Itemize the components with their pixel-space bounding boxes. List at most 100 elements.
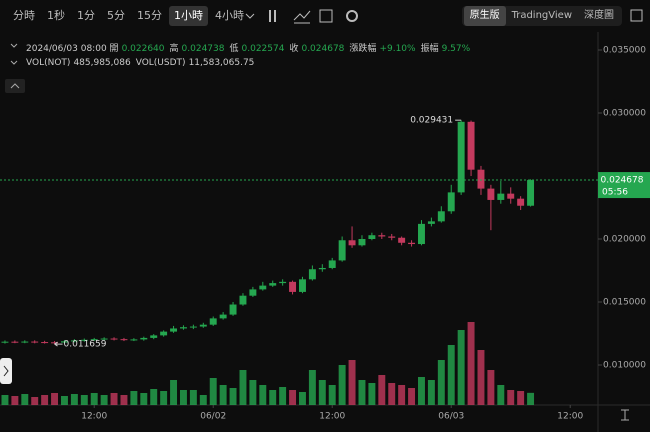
- volume-bar: [229, 388, 237, 405]
- candle-body: [259, 285, 267, 290]
- candle-body: [160, 331, 168, 336]
- volume-bar: [150, 389, 158, 405]
- candle-body: [229, 304, 237, 315]
- volume-bar: [51, 393, 59, 405]
- view-button[interactable]: TradingView: [511, 10, 572, 21]
- candle-body: [219, 314, 227, 319]
- volume-bar: [170, 380, 178, 405]
- interval-button[interactable]: 4小時: [215, 9, 244, 22]
- info-value: +9.10%: [379, 44, 416, 54]
- candle-body: [418, 223, 425, 245]
- volume-bar: [348, 360, 356, 405]
- candle-body: [1, 341, 9, 343]
- volume-bar: [378, 375, 386, 405]
- tool-icons: [245, 9, 358, 24]
- indicator-icon[interactable]: [293, 10, 311, 24]
- info-label: 漲跌幅: [349, 44, 377, 54]
- scroll-button[interactable]: [0, 358, 12, 384]
- volume-bar: [308, 370, 316, 405]
- view-button[interactable]: 深度圖: [584, 10, 614, 21]
- ohlc-info: 2024/06/03 08:00 開 0.022640 高 0.024738 低 0.02…: [26, 41, 475, 54]
- y-tick-label: 0.035000: [603, 46, 646, 56]
- interval-bar: 分時 1秒 1分 5分 15分 1小時 4小時: [8, 6, 251, 26]
- interval-button[interactable]: 5分: [107, 9, 125, 22]
- candle-body: [249, 289, 257, 296]
- candle-body: [150, 335, 158, 338]
- candle-body: [60, 341, 68, 343]
- layout-icon[interactable]: [319, 9, 333, 23]
- last-price-tag: [598, 172, 650, 199]
- candle-icon[interactable]: [269, 10, 276, 22]
- interval-button[interactable]: 1秒: [47, 9, 65, 22]
- countdown-label: 05:56: [602, 188, 628, 198]
- volume-label: VOL(NOT): [26, 58, 71, 68]
- arrow[interactable]: [10, 43, 18, 65]
- candle-body: [279, 281, 287, 284]
- candle-body: [11, 341, 19, 343]
- candle-body: [239, 295, 247, 305]
- y-tick-label: 0.015000: [603, 297, 646, 307]
- candle-body: [308, 269, 316, 280]
- info-label: 低: [229, 44, 239, 54]
- last-price-label: 0.024678: [601, 176, 644, 186]
- candle-body: [179, 327, 187, 329]
- interval-button[interactable]: 分時: [13, 9, 35, 22]
- settings-icon[interactable]: [346, 10, 358, 22]
- candle-body: [318, 267, 326, 270]
- interval-button[interactable]: 1小時: [169, 6, 208, 26]
- info-value: 0.024738: [181, 44, 225, 54]
- volume-bar: [100, 395, 108, 405]
- interval-button[interactable]: 15分: [137, 9, 162, 22]
- fullscreen-box: [630, 9, 643, 22]
- candle-body: [140, 337, 148, 340]
- info-label: 高: [169, 44, 179, 54]
- volume-bar: [31, 397, 39, 405]
- low-label: 0.011659: [64, 340, 107, 350]
- candle-body: [51, 342, 59, 344]
- info-time: 2024/06/03 08:00: [26, 44, 107, 54]
- volume-bar: [70, 394, 78, 405]
- volume-bar: [358, 380, 366, 405]
- volume-bar: [269, 390, 277, 405]
- info-arrows: [10, 43, 18, 65]
- candle-body: [427, 221, 435, 224]
- volume-bar: [338, 365, 346, 405]
- info-value: 0.024678: [301, 44, 345, 54]
- interval-button[interactable]: 1分: [77, 9, 95, 22]
- candle-body: [477, 169, 485, 189]
- view-switch: 原生版 TradingView 深度圖: [461, 6, 622, 26]
- dropdown-icon[interactable]: [245, 13, 255, 19]
- x-tick-label: 06/02: [200, 412, 226, 422]
- candle-body: [507, 193, 515, 199]
- volume-bar: [368, 383, 376, 405]
- candle-body: [31, 341, 39, 343]
- collapse-button[interactable]: [5, 79, 25, 93]
- candle-body: [80, 339, 88, 341]
- volume-bar: [249, 380, 257, 405]
- volume-bar: [259, 385, 267, 405]
- high-label: 0.029431: [410, 116, 453, 126]
- volume-bar: [497, 385, 505, 405]
- x-tick-label: 12:00: [81, 412, 107, 422]
- volume-bar: [199, 395, 207, 405]
- candle-body: [497, 193, 505, 200]
- candle-body: [199, 324, 207, 327]
- volume-bar: [11, 396, 19, 405]
- fullscreen-icon[interactable]: [630, 9, 644, 23]
- volume-bar: [517, 391, 525, 405]
- volume-bar: [437, 360, 445, 405]
- candle-body: [388, 236, 396, 238]
- cursor-tool[interactable]: [621, 409, 629, 421]
- volume-bar: [110, 393, 118, 405]
- volume-bar: [60, 396, 68, 405]
- candle-body: [269, 283, 277, 286]
- volume-bar: [279, 387, 287, 405]
- volume-bar: [80, 395, 88, 405]
- candle-body: [90, 339, 98, 341]
- volume-bar: [209, 378, 217, 405]
- volume-bar: [289, 390, 297, 405]
- volume-bar: [457, 330, 465, 405]
- candle-body: [299, 279, 306, 292]
- view-button[interactable]: 原生版: [463, 6, 506, 26]
